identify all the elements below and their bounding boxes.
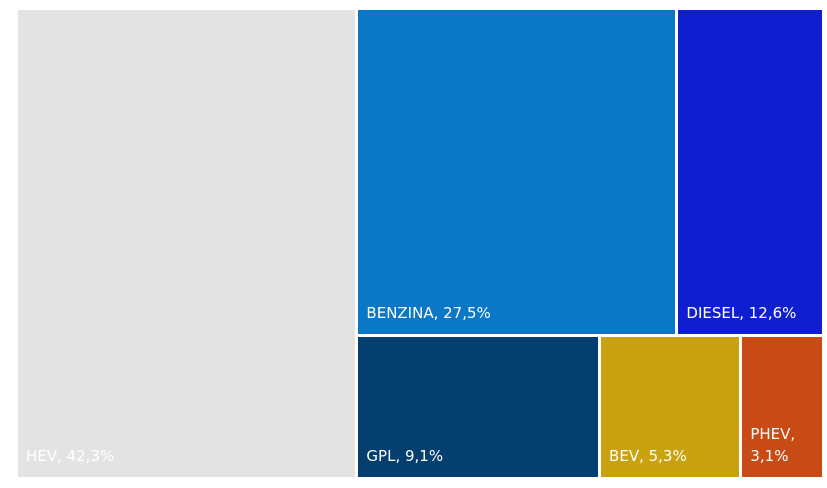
treemap-cell: PHEV, 3,1% <box>742 337 822 477</box>
treemap-cell: BEV, 5,3% <box>601 337 740 477</box>
value-label: PHEV, 3,1% <box>750 424 796 465</box>
value-label: GPL, 9,1% <box>366 446 444 465</box>
value-label: HEV, 42,3% <box>26 447 115 465</box>
value-label: BENZINA, 27,5% <box>366 304 491 323</box>
treemap-cell: DIESEL, 12,6% <box>678 10 822 335</box>
value-label: DIESEL, 12,6% <box>686 304 797 323</box>
value-label: BEV, 5,3% <box>609 446 687 465</box>
treemap-cell: BENZINA, 27,5% <box>358 10 676 335</box>
treemap-cell: GPL, 9,1% <box>358 337 599 477</box>
treemap-cell: HEV, 42,3% <box>18 10 356 477</box>
